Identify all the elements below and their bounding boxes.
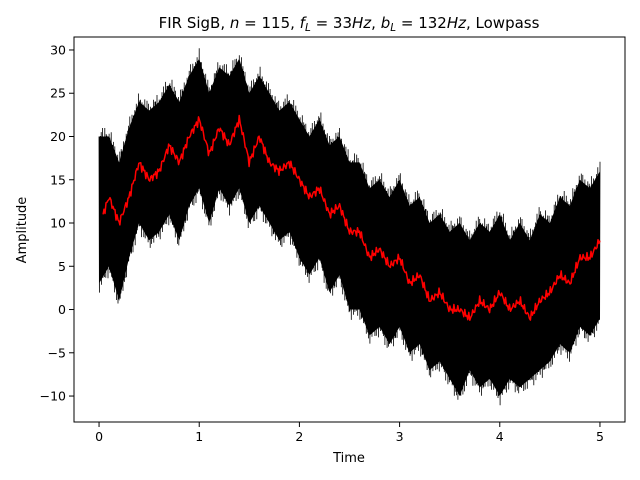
y-axis-label: Amplitude [15,197,30,264]
x-tick-label: 5 [596,429,604,444]
x-tick-label: 2 [295,429,303,444]
y-tick-label: −5 [48,345,66,360]
y-tick-label: 30 [50,42,66,57]
y-tick-label: 20 [50,129,66,144]
series-layer [98,48,601,406]
x-tick-label: 4 [496,429,504,444]
y-tick-label: −10 [40,389,66,404]
y-tick-label: 15 [50,172,66,187]
y-axis: −10 −5 0 5 10 15 20 25 30 [40,42,74,404]
x-axis-label: Time [332,451,365,466]
raw-signal-line [98,48,601,406]
plot-frame [73,36,626,423]
x-axis: 0 1 2 3 4 5 [95,422,604,444]
y-tick-label: 25 [50,86,66,101]
y-tick-label: 10 [50,216,66,231]
x-tick-label: 1 [195,429,203,444]
y-tick-label: 0 [58,302,66,317]
y-tick-label: 5 [58,259,66,274]
chart-title: FIR SigB, n = 115, fL = 33Hz, bL = 132Hz… [159,14,540,34]
x-tick-label: 0 [95,429,103,444]
x-tick-label: 3 [396,429,404,444]
filtered-signal-line [102,114,601,321]
